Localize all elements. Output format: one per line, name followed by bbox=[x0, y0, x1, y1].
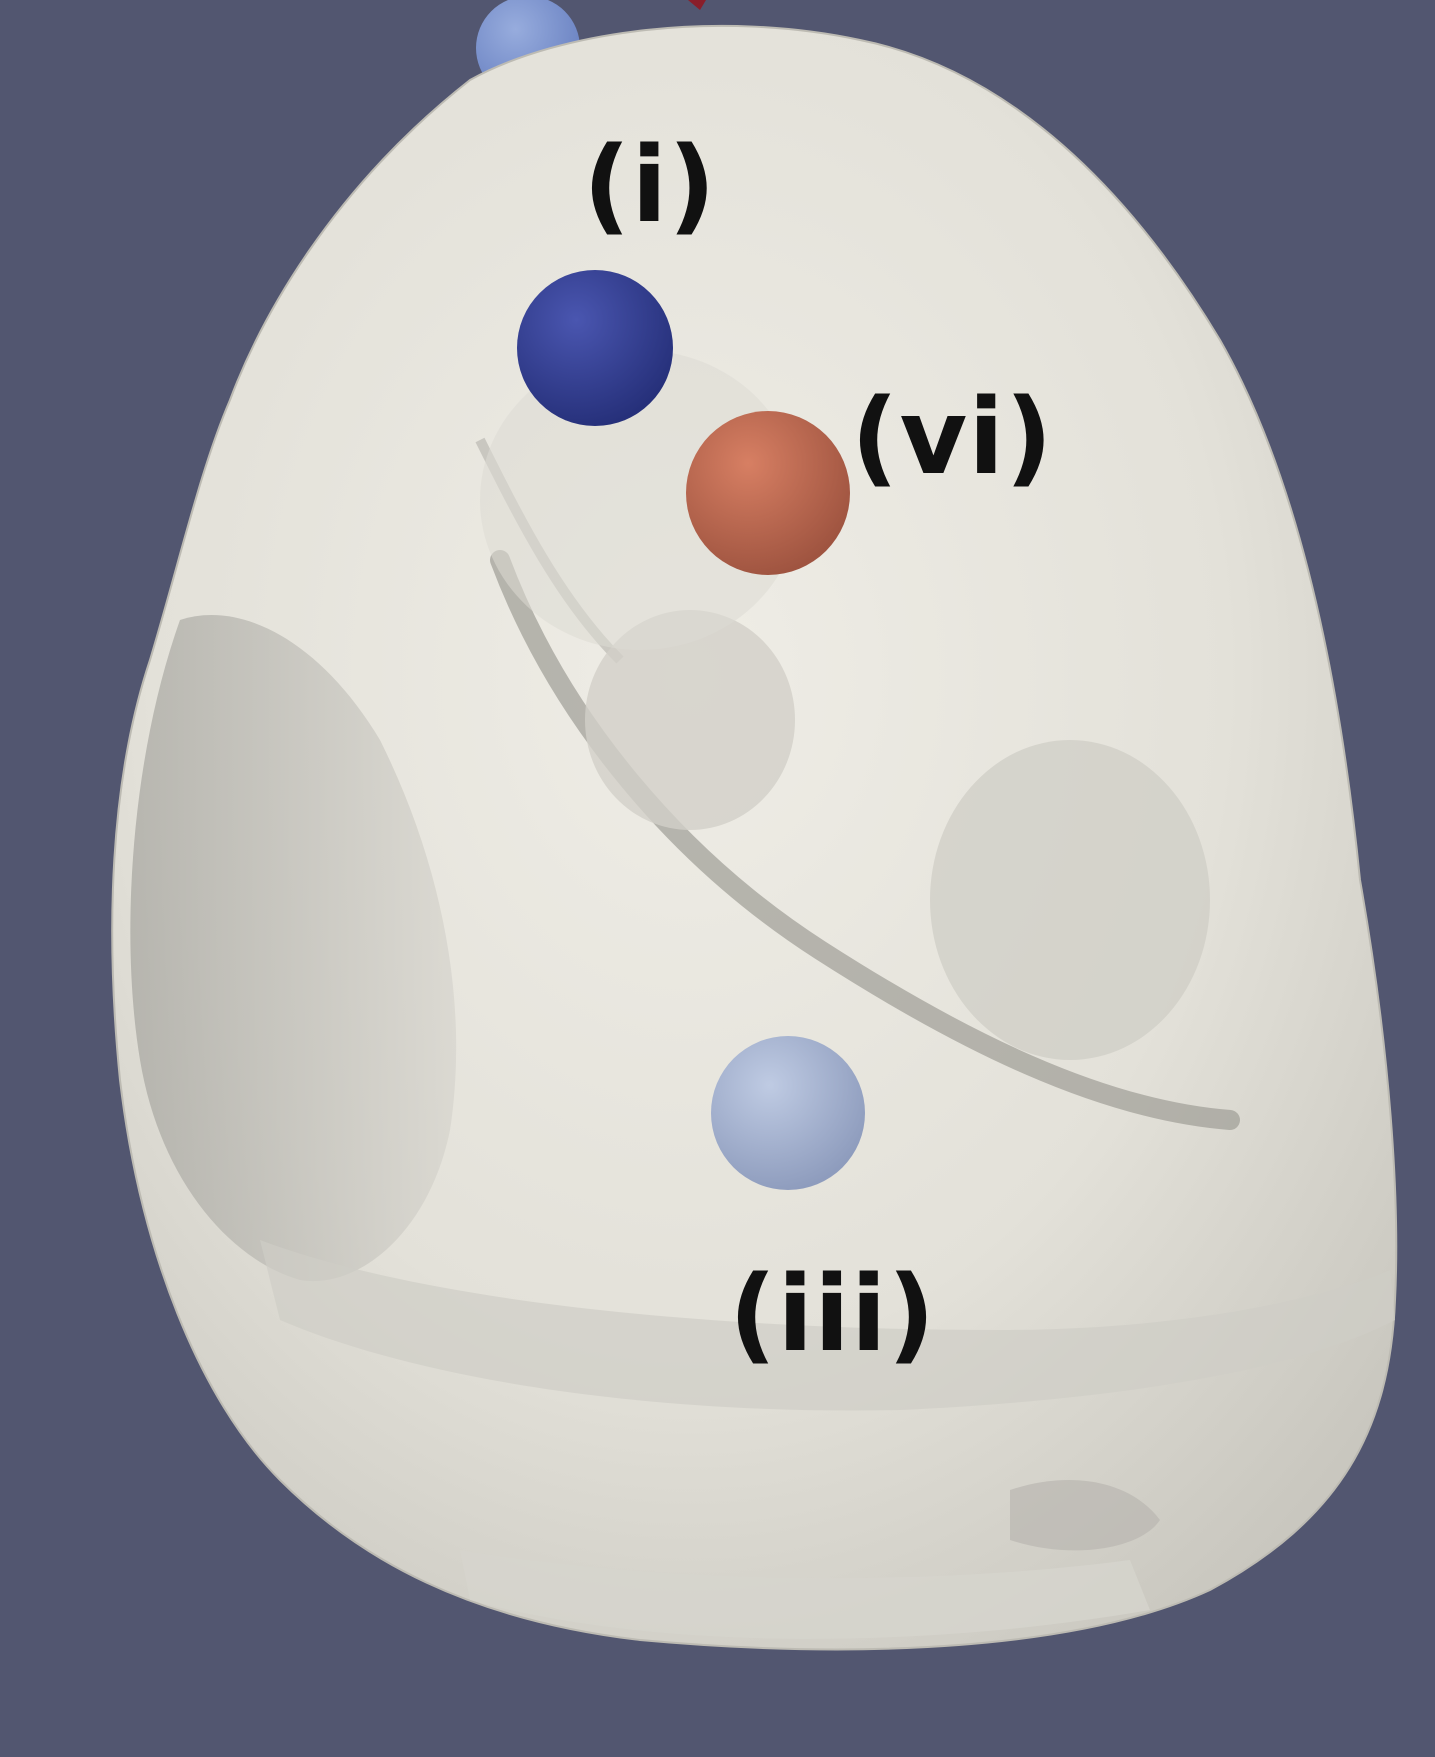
marker-i bbox=[517, 270, 673, 426]
inner-patch-right bbox=[930, 740, 1210, 1060]
label-i: (i) bbox=[583, 124, 717, 246]
marker-vi bbox=[686, 411, 850, 575]
bottom-fold bbox=[260, 1240, 1395, 1411]
marker-iii bbox=[711, 1036, 865, 1190]
label-vi: (vi) bbox=[851, 376, 1054, 498]
left-shadow-lobe bbox=[130, 615, 457, 1282]
surface-body bbox=[111, 24, 1398, 1651]
top-edge-mark bbox=[688, 0, 706, 10]
bottom-right-recess bbox=[1010, 1480, 1160, 1551]
inner-patch-center bbox=[585, 610, 795, 830]
groove-curve-main bbox=[490, 550, 1240, 1130]
inner-patch-upper bbox=[480, 350, 800, 650]
bottom-lip bbox=[460, 1550, 1150, 1639]
label-iii: (iii) bbox=[729, 1253, 937, 1375]
